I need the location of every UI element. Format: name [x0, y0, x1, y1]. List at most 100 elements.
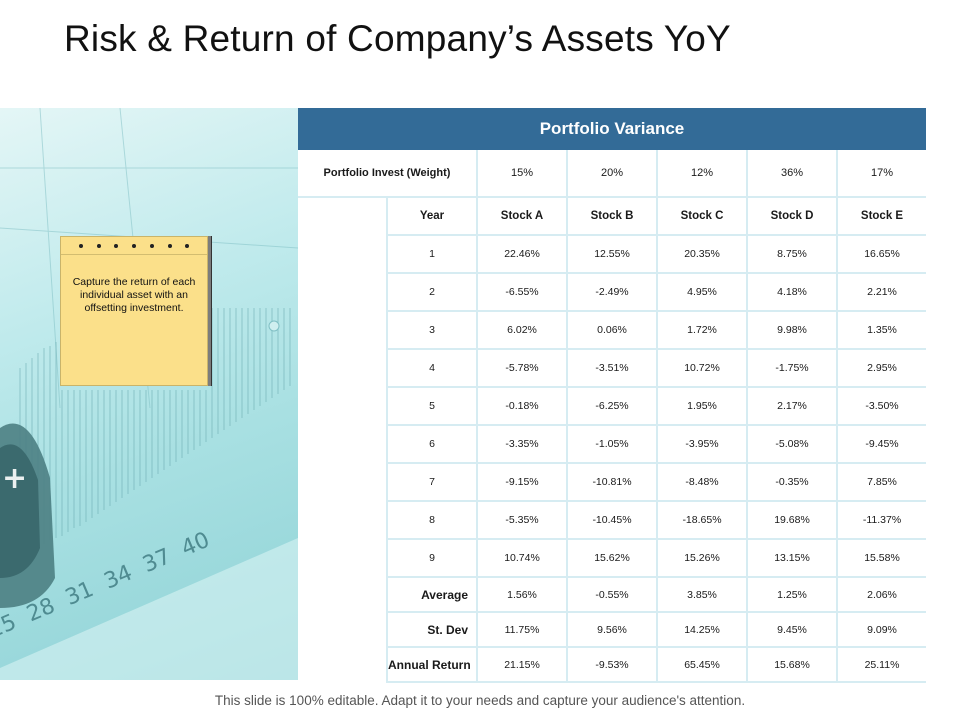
binding-dot-icon	[78, 243, 83, 248]
portfolio-table: Portfolio Variance Portfolio Invest (Wei…	[298, 108, 926, 683]
table-row: 6 -3.35% -1.05% -3.95% -5.08% -9.45%	[298, 425, 926, 464]
return-cell: -6.25%	[567, 387, 658, 426]
return-cell: -1.05%	[567, 425, 658, 464]
return-cell: 2.21%	[837, 273, 926, 312]
summary-label: St. Dev	[387, 612, 478, 648]
return-cell: 15.58%	[837, 539, 926, 578]
year-cell: 4	[387, 349, 478, 388]
weight-row: Portfolio Invest (Weight) 15% 20% 12% 36…	[298, 150, 926, 198]
return-cell: 0.06%	[567, 311, 658, 350]
column-header: Stock E	[837, 197, 926, 236]
column-header: Stock A	[477, 197, 568, 236]
return-cell: -3.50%	[837, 387, 926, 426]
weight-label: Portfolio Invest (Weight)	[298, 150, 478, 198]
summary-value: 2.06%	[837, 577, 926, 613]
return-cell: 2.17%	[747, 387, 838, 426]
return-cell: 4.95%	[657, 273, 748, 312]
ruler-number: 37	[139, 544, 175, 579]
table-row: 5 -0.18% -6.25% 1.95% 2.17% -3.50%	[298, 387, 926, 426]
slide-title: Risk & Return of Company’s Assets YoY	[64, 18, 731, 59]
weight-cell: 17%	[837, 150, 926, 198]
summary-row: Annual Return 21.15% -9.53% 65.45% 15.68% 25.…	[298, 647, 926, 683]
table-row: 4 -5.78% -3.51% 10.72% -1.75% 2.95%	[298, 349, 926, 388]
background-photo: + 25 28 31 34 37 40	[0, 108, 298, 680]
summary-value: 9.56%	[567, 612, 658, 648]
footer-text: This slide is 100% editable. Adapt it to…	[214, 693, 746, 708]
year-cell: 5	[387, 387, 478, 426]
return-cell: 19.68%	[747, 501, 838, 540]
binding-dot-icon	[167, 243, 172, 248]
summary-value: 9.09%	[837, 612, 926, 648]
summary-row: St. Dev 11.75% 9.56% 14.25% 9.45% 9.09%	[298, 612, 926, 648]
return-cell: -3.95%	[657, 425, 748, 464]
portfolio-grid: Portfolio Invest (Weight) 15% 20% 12% 36…	[298, 150, 926, 683]
summary-spacer	[298, 612, 388, 647]
return-cell: -1.75%	[747, 349, 838, 388]
table-row: 8 -5.35% -10.45% -18.65% 19.68% -11.37%	[298, 501, 926, 540]
return-cell: -9.15%	[477, 463, 568, 502]
year-cell: 9	[387, 539, 478, 578]
year-cell: 1	[387, 235, 478, 274]
binding-dot-icon	[96, 243, 101, 248]
summary-label: Annual Return	[387, 647, 478, 683]
return-cell: -11.37%	[837, 501, 926, 540]
summary-spacer	[298, 647, 388, 682]
column-header: Stock B	[567, 197, 658, 236]
summary-value: 1.25%	[747, 577, 838, 613]
return-cell: 15.26%	[657, 539, 748, 578]
table-row: 2 -6.55% -2.49% 4.95% 4.18% 2.21%	[298, 273, 926, 312]
column-header: Year	[387, 197, 478, 236]
return-cell: -3.51%	[567, 349, 658, 388]
weight-cell: 15%	[477, 150, 568, 198]
table-row: 7 -9.15% -10.81% -8.48% -0.35% 7.85%	[298, 463, 926, 502]
return-cell: -5.35%	[477, 501, 568, 540]
binding-dot-icon	[185, 243, 190, 248]
column-header-row: Year Stock A Stock B Stock C Stock D Sto…	[298, 197, 926, 577]
weight-cell: 12%	[657, 150, 748, 198]
year-cell: 7	[387, 463, 478, 502]
year-cell: 2	[387, 273, 478, 312]
table-row: 1 22.46% 12.55% 20.35% 8.75% 16.65%	[298, 235, 926, 274]
summary-value: -0.55%	[567, 577, 658, 613]
summary-value: 11.75%	[477, 612, 568, 648]
ruler-number: 31	[61, 576, 98, 611]
return-cell: 1.95%	[657, 387, 748, 426]
return-cell: -8.48%	[657, 463, 748, 502]
return-cell: -9.45%	[837, 425, 926, 464]
return-cell: 12.55%	[567, 235, 658, 274]
return-cell: -5.08%	[747, 425, 838, 464]
return-cell: -18.65%	[657, 501, 748, 540]
return-cell: 1.35%	[837, 311, 926, 350]
ruler-number: 34	[100, 560, 137, 595]
return-cell: -5.78%	[477, 349, 568, 388]
binding-dot-icon	[114, 243, 119, 248]
svg-text:+: +	[2, 461, 27, 496]
return-cell: 20.35%	[657, 235, 748, 274]
summary-value: -9.53%	[567, 647, 658, 683]
return-cell: -0.18%	[477, 387, 568, 426]
spacer-cell	[298, 197, 388, 577]
return-cell: 9.98%	[747, 311, 838, 350]
ruler-number: 40	[177, 527, 214, 562]
return-cell: -0.35%	[747, 463, 838, 502]
return-cell: 7.85%	[837, 463, 926, 502]
return-cell: 4.18%	[747, 273, 838, 312]
ruler-number: 28	[23, 593, 59, 628]
binding-dot-icon	[132, 243, 136, 248]
summary-value: 9.45%	[747, 612, 838, 648]
column-header: Stock D	[747, 197, 838, 236]
return-cell: -10.81%	[567, 463, 658, 502]
weight-cell: 20%	[567, 150, 658, 198]
year-cell: 6	[387, 425, 478, 464]
return-cell: -2.49%	[567, 273, 658, 312]
return-cell: 2.95%	[837, 349, 926, 388]
return-cell: -10.45%	[567, 501, 658, 540]
summary-spacer	[298, 577, 388, 612]
return-cell: 15.62%	[567, 539, 658, 578]
return-cell: -6.55%	[477, 273, 568, 312]
return-cell: -3.35%	[477, 425, 568, 464]
summary-row: Average 1.56% -0.55% 3.85% 1.25% 2.06%	[298, 577, 926, 613]
table-header-title: Portfolio Variance	[539, 119, 685, 138]
summary-value: 25.11%	[837, 647, 926, 683]
table-row: 9 10.74% 15.62% 15.26% 13.15% 15.58%	[298, 539, 926, 578]
